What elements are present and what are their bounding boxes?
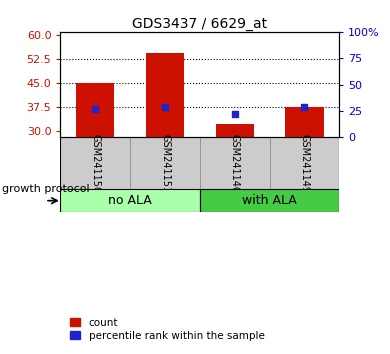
Bar [200,137,269,189]
Bar [60,189,200,212]
Bar [146,53,184,137]
Text: GSM241146: GSM241146 [230,134,240,193]
Bar [60,137,130,189]
Bar [130,137,200,189]
Bar [76,83,115,137]
Text: GSM241149: GSM241149 [300,134,309,193]
Text: growth protocol: growth protocol [2,184,90,194]
Text: GSM241150: GSM241150 [90,133,100,193]
Point [232,111,238,117]
Bar [200,189,339,212]
Bar [269,137,339,189]
Legend: count, percentile rank within the sample: count, percentile rank within the sample [66,314,269,345]
Point [162,104,168,110]
Text: no ALA: no ALA [108,194,152,207]
Text: with ALA: with ALA [242,194,297,207]
Title: GDS3437 / 6629_at: GDS3437 / 6629_at [132,17,268,31]
Text: GSM241151: GSM241151 [160,133,170,193]
Point [92,106,98,112]
Bar [216,124,254,137]
Bar [285,107,324,137]
Point [301,104,308,110]
